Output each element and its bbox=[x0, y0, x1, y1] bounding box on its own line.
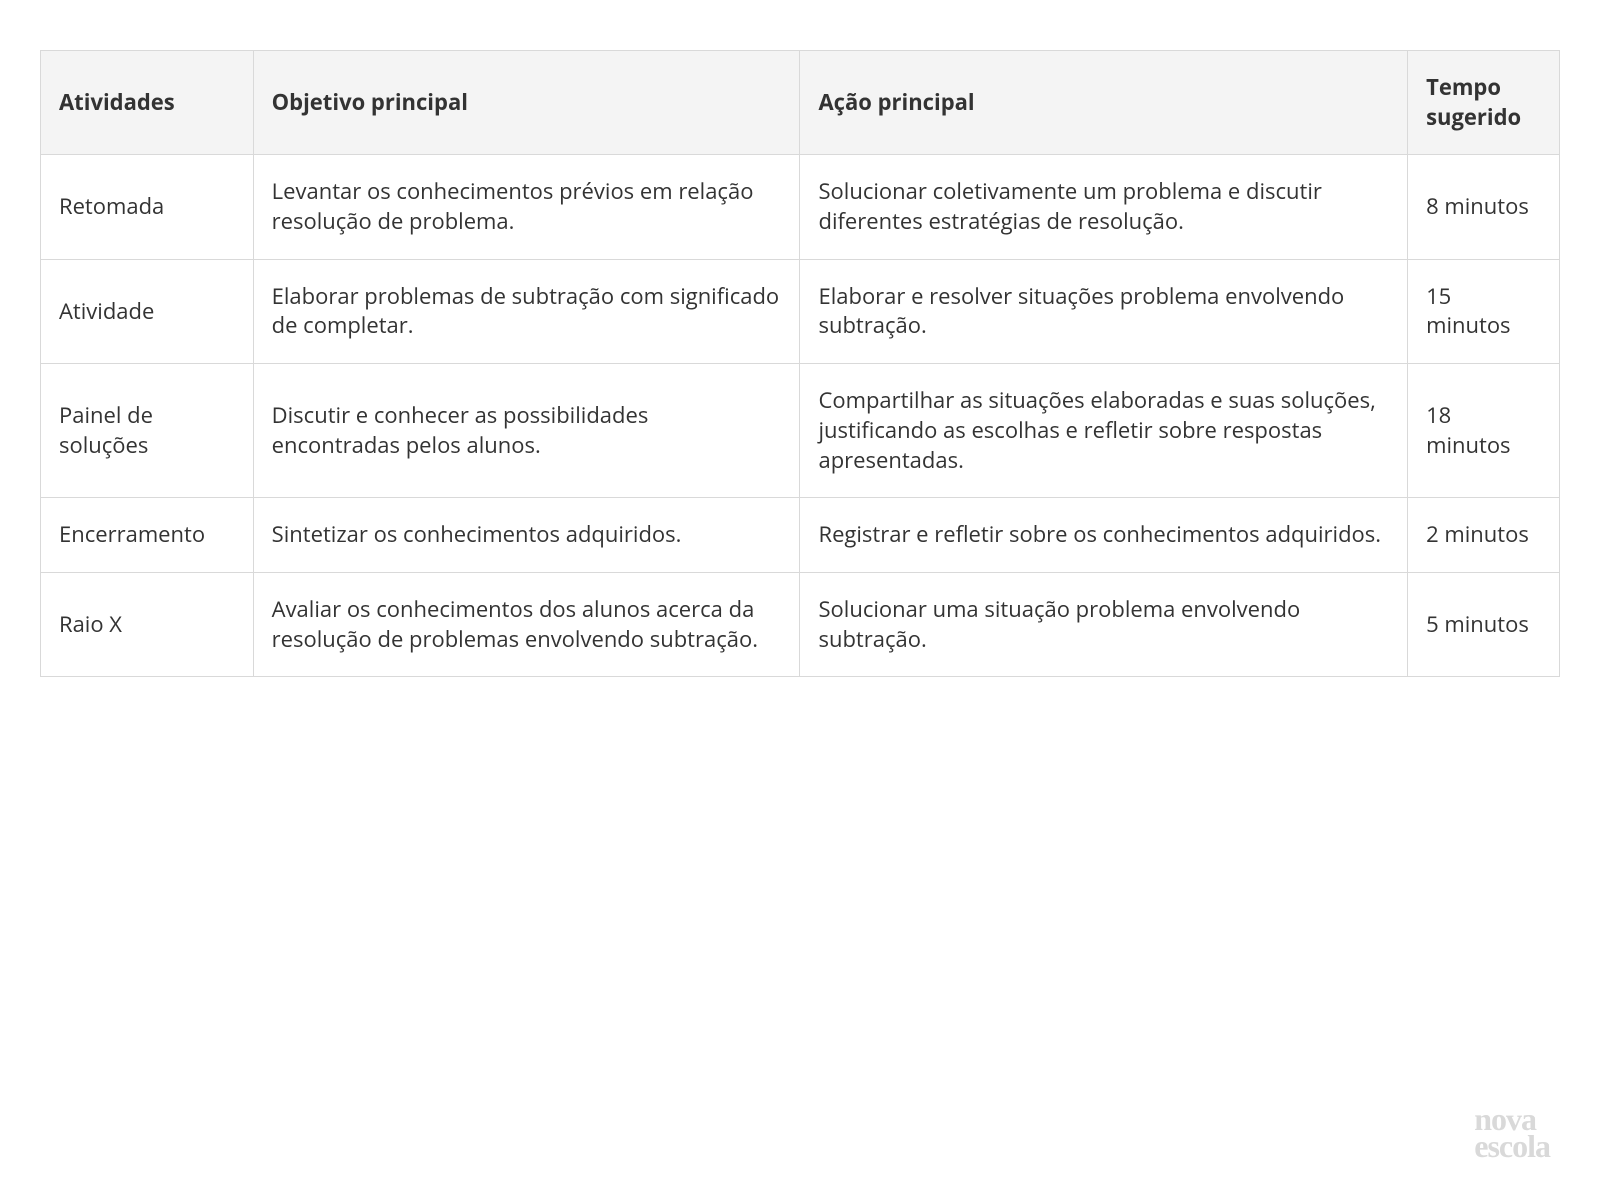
cell-atividade: Retomada bbox=[41, 155, 254, 259]
table-row: Encerramento Sintetizar os conhecimentos… bbox=[41, 498, 1560, 573]
cell-acao: Compartilhar as situações elaboradas e s… bbox=[800, 364, 1408, 498]
cell-atividade: Encerramento bbox=[41, 498, 254, 573]
table-row: Retomada Levantar os conhecimentos prévi… bbox=[41, 155, 1560, 259]
cell-objetivo: Sintetizar os conhecimentos adquiridos. bbox=[253, 498, 800, 573]
table-row: Painel de soluções Discutir e conhecer a… bbox=[41, 364, 1560, 498]
cell-acao: Registrar e refletir sobre os conhecimen… bbox=[800, 498, 1408, 573]
cell-objetivo: Levantar os conhecimentos prévios em rel… bbox=[253, 155, 800, 259]
col-header-atividades: Atividades bbox=[41, 51, 254, 155]
cell-tempo: 15 minutos bbox=[1408, 259, 1560, 363]
table-row: Atividade Elaborar problemas de subtraçã… bbox=[41, 259, 1560, 363]
nova-escola-logo: nova escola bbox=[1474, 1106, 1550, 1160]
table-row: Raio X Avaliar os conhecimentos dos alun… bbox=[41, 572, 1560, 676]
cell-tempo: 8 minutos bbox=[1408, 155, 1560, 259]
cell-atividade: Raio X bbox=[41, 572, 254, 676]
cell-acao: Solucionar uma situação problema envolve… bbox=[800, 572, 1408, 676]
cell-tempo: 5 minutos bbox=[1408, 572, 1560, 676]
cell-atividade: Atividade bbox=[41, 259, 254, 363]
cell-objetivo: Discutir e conhecer as possibilidades en… bbox=[253, 364, 800, 498]
cell-acao: Solucionar coletivamente um problema e d… bbox=[800, 155, 1408, 259]
cell-objetivo: Elaborar problemas de subtração com sign… bbox=[253, 259, 800, 363]
col-header-acao: Ação principal bbox=[800, 51, 1408, 155]
cell-atividade: Painel de soluções bbox=[41, 364, 254, 498]
cell-tempo: 18 minutos bbox=[1408, 364, 1560, 498]
cell-acao: Elaborar e resolver situações problema e… bbox=[800, 259, 1408, 363]
col-header-objetivo: Objetivo principal bbox=[253, 51, 800, 155]
activities-table: Atividades Objetivo principal Ação princ… bbox=[40, 50, 1560, 677]
col-header-tempo: Tempo sugerido bbox=[1408, 51, 1560, 155]
cell-objetivo: Avaliar os conhecimentos dos alunos acer… bbox=[253, 572, 800, 676]
cell-tempo: 2 minutos bbox=[1408, 498, 1560, 573]
logo-line2: escola bbox=[1474, 1133, 1550, 1160]
table-header-row: Atividades Objetivo principal Ação princ… bbox=[41, 51, 1560, 155]
